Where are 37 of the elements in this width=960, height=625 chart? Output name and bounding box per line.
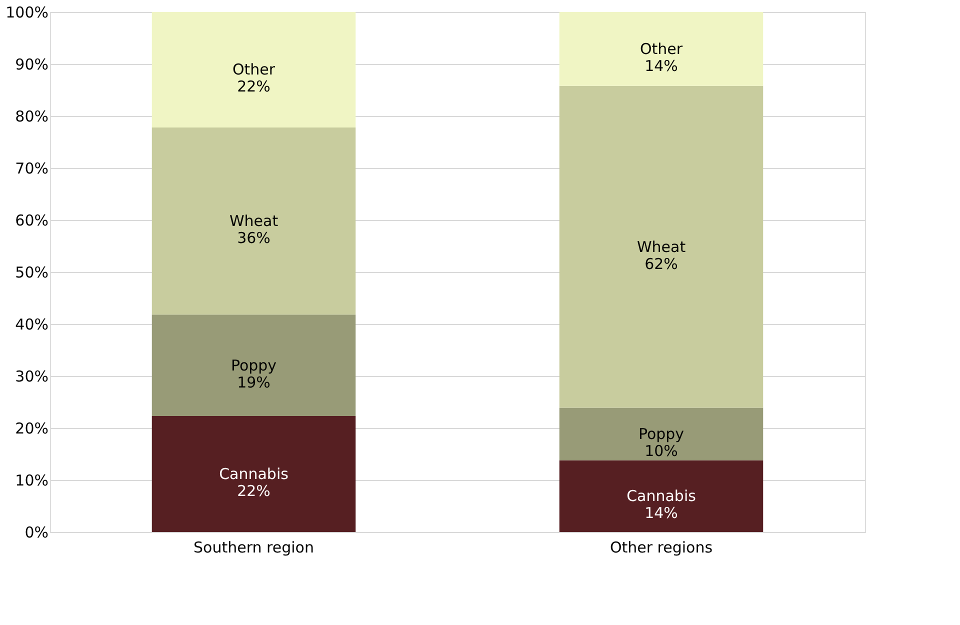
y-tick-label: 90%: [15, 56, 48, 74]
series-label: Poppy: [638, 424, 684, 443]
data-label: 14%: [644, 56, 678, 75]
y-tick-label: 80%: [15, 108, 48, 126]
y-tick-label: 100%: [6, 4, 48, 22]
data-label: 19%: [237, 373, 270, 392]
y-tick-label: 50%: [15, 264, 48, 282]
x-tick-label: Southern region: [194, 538, 314, 556]
bar: [559, 408, 764, 460]
data-label: 10%: [644, 442, 678, 460]
text: Other: [232, 60, 276, 79]
bar: [559, 86, 764, 408]
x-tick-label: Other regions: [610, 538, 713, 556]
text: Cannabis: [219, 465, 288, 484]
bar: [152, 314, 356, 416]
bar: [152, 12, 356, 128]
text: Wheat: [229, 212, 278, 230]
y-tick-label: 70%: [15, 160, 48, 178]
y-tick-label: 10%: [15, 472, 48, 490]
series-label: Other: [640, 40, 684, 58]
series-label: Wheat: [636, 238, 686, 256]
text: Poppy: [230, 356, 277, 374]
data-label: 14%: [644, 504, 678, 522]
y-tick-label: 40%: [15, 316, 48, 334]
data-label: 62%: [644, 254, 678, 273]
y-tick-label: 20%: [15, 420, 48, 438]
bar: [152, 416, 356, 532]
y-tick-label: 0%: [24, 524, 48, 542]
data-label: 22%: [237, 78, 270, 96]
series-label: Cannabis: [626, 487, 696, 506]
y-tick-label: 60%: [15, 212, 48, 230]
y-tick-label: 30%: [15, 368, 48, 386]
bar: [559, 12, 764, 86]
data-label: 36%: [237, 229, 270, 248]
bar: [559, 460, 764, 532]
bar: [152, 127, 356, 315]
data-label: 22%: [237, 482, 270, 500]
